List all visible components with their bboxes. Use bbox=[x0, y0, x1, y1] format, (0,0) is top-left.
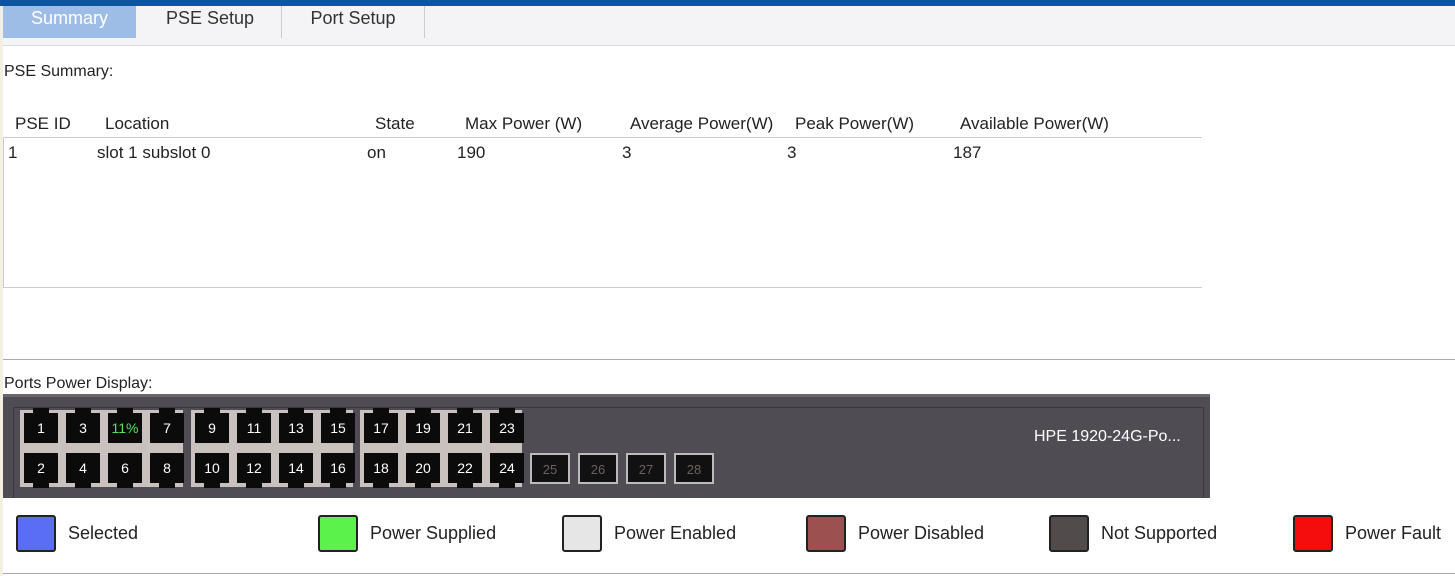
sfp-port-26[interactable]: 26 bbox=[578, 453, 618, 484]
tab-pse-setup[interactable]: PSE Setup bbox=[165, 8, 255, 28]
port-17[interactable]: 17 bbox=[364, 408, 398, 443]
port-13[interactable]: 13 bbox=[279, 408, 313, 443]
sfp-port-25[interactable]: 25 bbox=[530, 453, 570, 484]
port-15[interactable]: 15 bbox=[321, 408, 355, 443]
column-header: Max Power (W) bbox=[465, 114, 583, 133]
table-cell[interactable]: on bbox=[367, 143, 386, 162]
port-6[interactable]: 6 bbox=[108, 453, 142, 488]
top-bar bbox=[0, 0, 1455, 6]
legend-label: Power Fault bbox=[1345, 523, 1442, 543]
legend-swatch bbox=[16, 515, 56, 552]
table-cell[interactable]: 3 bbox=[622, 143, 632, 162]
port-3[interactable]: 3 bbox=[66, 408, 100, 443]
table-cell[interactable]: slot 1 subslot 0 bbox=[97, 143, 211, 162]
sfp-port-27[interactable]: 27 bbox=[626, 453, 666, 484]
legend-swatch bbox=[1293, 515, 1333, 552]
port-9[interactable]: 9 bbox=[195, 408, 229, 443]
port-16[interactable]: 16 bbox=[321, 453, 355, 488]
port-14[interactable]: 14 bbox=[279, 453, 313, 488]
port-4[interactable]: 4 bbox=[66, 453, 100, 488]
table-cell[interactable]: 1 bbox=[8, 143, 18, 162]
column-header: State bbox=[375, 114, 415, 133]
switch-model: HPE 1920-24G-Po... bbox=[1034, 428, 1181, 445]
column-header: PSE ID bbox=[15, 114, 71, 133]
port-7[interactable]: 7 bbox=[150, 408, 184, 443]
tab-bar: Summary PSE Setup Port Setup bbox=[3, 6, 1455, 46]
column-header: Available Power(W) bbox=[960, 114, 1109, 133]
port-2[interactable]: 2 bbox=[24, 453, 58, 488]
ports-power-title: Ports Power Display: bbox=[4, 375, 153, 392]
legend-label: Selected bbox=[68, 523, 139, 543]
port-10[interactable]: 10 bbox=[195, 453, 229, 488]
legend-label: Power Disabled bbox=[858, 523, 985, 543]
port-23[interactable]: 23 bbox=[490, 408, 524, 443]
table-cell[interactable]: 187 bbox=[953, 143, 982, 162]
port-18[interactable]: 18 bbox=[364, 453, 398, 488]
legend-swatch bbox=[318, 515, 358, 552]
column-header: Average Power(W) bbox=[630, 114, 774, 133]
divider bbox=[3, 359, 1455, 360]
port-24[interactable]: 24 bbox=[490, 453, 524, 488]
sfp-port-28[interactable]: 28 bbox=[674, 453, 714, 484]
port-11[interactable]: 11% bbox=[108, 408, 142, 443]
tab-port-setup[interactable]: Port Setup bbox=[310, 8, 396, 28]
tab-divider bbox=[424, 6, 425, 38]
column-header: Location bbox=[105, 114, 170, 133]
legend-swatch bbox=[1049, 515, 1089, 552]
port-11[interactable]: 11 bbox=[237, 408, 271, 443]
port-22[interactable]: 22 bbox=[448, 453, 482, 488]
tab-divider bbox=[281, 6, 282, 38]
legend-swatch bbox=[806, 515, 846, 552]
pse-summary-title: PSE Summary: bbox=[4, 63, 114, 80]
legend-label: Power Supplied bbox=[370, 523, 497, 543]
port-19[interactable]: 19 bbox=[406, 408, 440, 443]
divider bbox=[3, 573, 1455, 574]
pse-summary-table bbox=[3, 137, 1202, 288]
table-cell[interactable]: 3 bbox=[787, 143, 797, 162]
legend-label: Not Supported bbox=[1101, 523, 1218, 543]
legend-swatch bbox=[562, 515, 602, 552]
column-header: Peak Power(W) bbox=[795, 114, 915, 133]
port-8[interactable]: 8 bbox=[150, 453, 184, 488]
tab-summary[interactable]: Summary bbox=[3, 6, 136, 38]
port-1[interactable]: 1 bbox=[24, 408, 58, 443]
port-20[interactable]: 20 bbox=[406, 453, 440, 488]
port-12[interactable]: 12 bbox=[237, 453, 271, 488]
left-edge bbox=[0, 6, 3, 576]
legend-label: Power Enabled bbox=[614, 523, 737, 543]
table-cell[interactable]: 190 bbox=[457, 143, 486, 162]
port-21[interactable]: 21 bbox=[448, 408, 482, 443]
